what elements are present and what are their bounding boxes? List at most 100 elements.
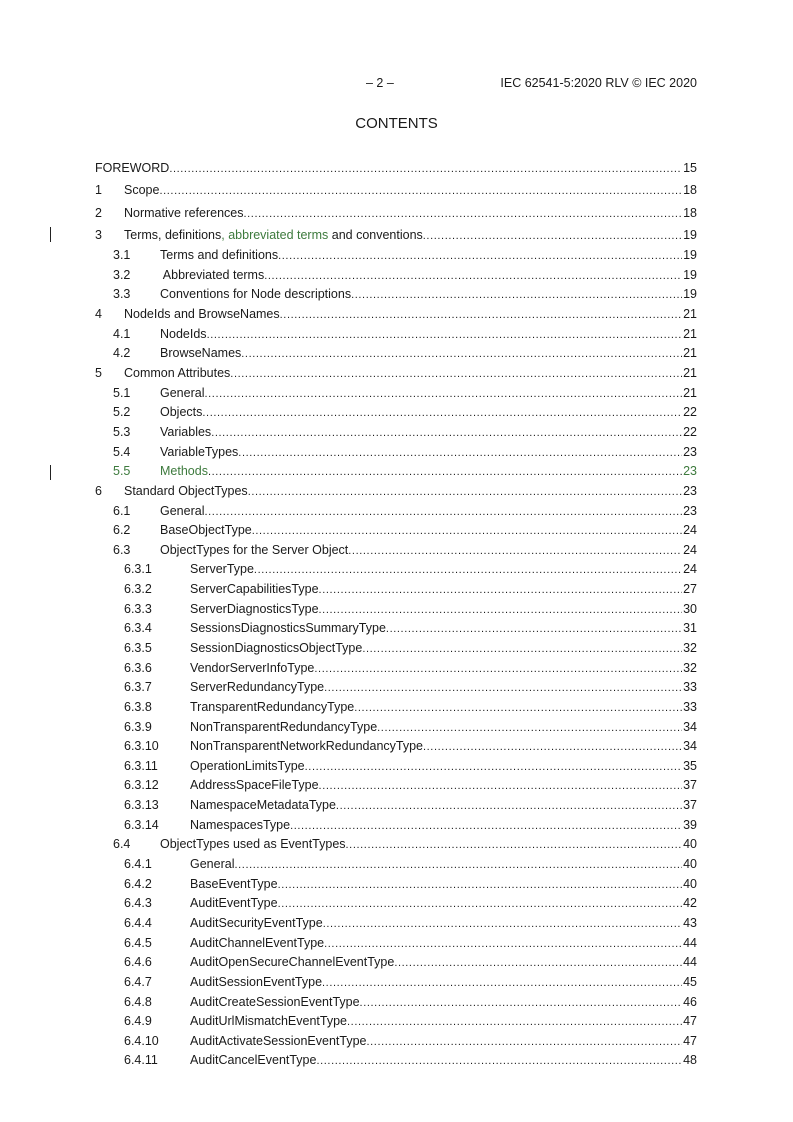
toc-entry-number: 6.3	[113, 542, 131, 557]
toc-entry-title: General	[160, 384, 204, 404]
toc-entry[interactable]: 3.1 Terms and definitions 19	[95, 246, 697, 266]
toc-entry[interactable]: 6.3.12 AddressSpaceFileType 37	[95, 776, 697, 796]
toc-entry-page: 34	[683, 719, 697, 734]
toc-entry[interactable]: 5.2 Objects 22	[95, 403, 697, 423]
toc-entry[interactable]: 6.4.2 BaseEventType 40	[95, 875, 697, 895]
toc-entry-page: 44	[683, 955, 697, 970]
toc-entry[interactable]: 6.4.4 AuditSecurityEventType 43	[95, 914, 697, 934]
toc-entry-title: ServerDiagnosticsType	[190, 600, 319, 620]
toc-entry[interactable]: 6.4 ObjectTypes used as EventTypes 40	[95, 835, 697, 855]
toc-entry[interactable]: 3.2 Abbreviated terms 19	[95, 266, 697, 286]
toc-entry[interactable]: 6.4.9 AuditUrlMismatchEventType 47	[95, 1012, 697, 1032]
toc-entry[interactable]: 3 Terms, definitions, abbreviated terms a…	[50, 224, 697, 246]
dot-leader	[324, 678, 682, 698]
title-text: BaseEventType	[190, 876, 278, 891]
toc-entry[interactable]: 6.3.3 ServerDiagnosticsType 30	[95, 600, 697, 620]
toc-entry-title: AuditOpenSecureChannelEventType	[190, 953, 394, 973]
toc-entry-number: 6.3.3	[124, 601, 152, 616]
toc-entry[interactable]: 6.3.14 NamespacesType 39	[95, 816, 697, 836]
dot-leader	[204, 384, 682, 404]
toc-entry[interactable]: 6.3.2 ServerCapabilitiesType 27	[95, 580, 697, 600]
title-text: AuditOpenSecureChannelEventType	[190, 955, 395, 970]
toc-entry-number: 6.3.6	[124, 660, 152, 675]
title-text: BaseObjectType	[160, 523, 252, 538]
toc-entry[interactable]: 5.5 Methods 23	[50, 462, 697, 482]
title-text: Terms and definitions	[160, 248, 279, 263]
toc-entry-page: 42	[683, 896, 697, 911]
toc-entry[interactable]: 6.3 ObjectTypes for the Server Object 24	[95, 541, 697, 561]
toc-entry-title: ObjectTypes for the Server Object	[160, 541, 348, 561]
dot-leader	[386, 619, 682, 639]
dot-leader	[264, 266, 682, 286]
toc-entry[interactable]: 6.3.1 ServerType 24	[95, 560, 697, 580]
toc-entry[interactable]: 4.1 NodeIds 21	[95, 325, 697, 345]
toc-entry-title: Terms and definitions	[160, 246, 278, 266]
toc-entry-page: 23	[683, 444, 697, 459]
toc-entry[interactable]: 6.3.8 TransparentRedundancyType 33	[95, 698, 697, 718]
toc-entry-number: 5.4	[113, 444, 131, 459]
title-text: AuditCreateSessionEventType	[190, 994, 360, 1009]
title-text: ObjectTypes used as EventTypes	[160, 837, 346, 852]
toc-entry-title: AuditChannelEventType	[190, 934, 324, 954]
toc-entry[interactable]: 6.4.1 General 40	[95, 855, 697, 875]
toc-entry[interactable]: 5.4 VariableTypes 23	[95, 443, 697, 463]
toc-entry[interactable]: 6.4.11 AuditCancelEventType 48	[95, 1051, 697, 1071]
toc-entry[interactable]: 6.4.5 AuditChannelEventType 44	[95, 934, 697, 954]
toc-entry[interactable]: 5.1 General 21	[95, 384, 697, 404]
toc-entry[interactable]: 6.4.6 AuditOpenSecureChannelEventType 44	[95, 953, 697, 973]
toc-entry-number: 6.4.5	[124, 935, 152, 950]
toc-entry-title: NonTransparentRedundancyType	[190, 718, 377, 738]
toc-entry[interactable]: 5.3 Variables 22	[95, 423, 697, 443]
toc-entry[interactable]: 6.3.11 OperationLimitsType 35	[95, 757, 697, 777]
toc-entry[interactable]: 6.4.10 AuditActivateSessionEventType 47	[95, 1032, 697, 1052]
dot-leader	[278, 875, 683, 895]
toc-entry[interactable]: 3.3 Conventions for Node descriptions 19	[95, 285, 697, 305]
toc-entry-number: 6.3.8	[124, 699, 152, 714]
toc-entry[interactable]: 6.3.5 SessionDiagnosticsObjectType 32	[95, 639, 697, 659]
toc-entry[interactable]: FOREWORD 15	[95, 157, 697, 179]
toc-entry-title: SessionDiagnosticsObjectType	[190, 639, 362, 659]
title-text: ServerRedundancyType	[190, 680, 325, 695]
toc-entry-number: 5.3	[113, 424, 131, 439]
title-text: Abbreviated terms	[160, 267, 265, 282]
toc-entry-page: 34	[683, 739, 697, 754]
toc-entry[interactable]: 6.3.4 SessionsDiagnosticsSummaryType 31	[95, 619, 697, 639]
toc-entry[interactable]: 6.4.8 AuditCreateSessionEventType 46	[95, 993, 697, 1013]
toc-entry-title: AuditSessionEventType	[190, 973, 322, 993]
toc-entry[interactable]: 6.3.9 NonTransparentRedundancyType 34	[95, 718, 697, 738]
toc-entry[interactable]: 2 Normative references 18	[95, 202, 697, 224]
toc-entry[interactable]: 4.2 BrowseNames 21	[95, 344, 697, 364]
toc-entry-page: 30	[683, 601, 697, 616]
toc-entry[interactable]: 6.3.13 NamespaceMetadataType 37	[95, 796, 697, 816]
toc-entry[interactable]: 6.4.7 AuditSessionEventType 45	[95, 973, 697, 993]
toc-entry-title: Normative references	[124, 202, 244, 224]
dot-leader	[278, 246, 682, 266]
toc-entry-page: 47	[683, 1033, 697, 1048]
toc-entry-title: AddressSpaceFileType	[190, 776, 319, 796]
toc-entry-page: 19	[683, 248, 697, 263]
toc-entry-title: Standard ObjectTypes	[124, 482, 248, 502]
toc-entry-number: 6.3.1	[124, 562, 152, 577]
toc-entry[interactable]: 6.2 BaseObjectType 24	[95, 521, 697, 541]
toc-entry-page: 40	[683, 837, 697, 852]
toc-entry-title: Scope	[124, 179, 159, 201]
toc-entry-page: 21	[683, 307, 697, 322]
toc-entry[interactable]: 6.4.3 AuditEventType 42	[95, 894, 697, 914]
toc-entry-number: 6	[95, 483, 102, 498]
toc-entry-number: 4	[95, 307, 102, 322]
title-text: ServerDiagnosticsType	[190, 601, 319, 616]
toc-entry[interactable]: 6.1 General 23	[95, 502, 697, 522]
toc-entry-title: Objects	[160, 403, 202, 423]
toc-entry-page: 21	[683, 366, 697, 381]
toc-entry[interactable]: 4 NodeIds and BrowseNames 21	[95, 305, 697, 325]
title-text: SessionDiagnosticsObjectType	[190, 641, 363, 655]
toc-entry[interactable]: 6.3.7 ServerRedundancyType 33	[95, 678, 697, 698]
toc-entry[interactable]: 6.3.6 VendorServerInfoType 32	[95, 659, 697, 679]
toc-entry-number: 6.4.2	[124, 876, 152, 891]
toc-entry[interactable]: 6.3.10 NonTransparentNetworkRedundancyTyp…	[95, 737, 697, 757]
toc-entry-title: AuditUrlMismatchEventType	[190, 1012, 347, 1032]
toc-entry-number: 6.4	[113, 837, 131, 852]
toc-entry[interactable]: 6 Standard ObjectTypes 23	[95, 482, 697, 502]
toc-entry[interactable]: 1 Scope 18	[95, 179, 697, 201]
toc-entry[interactable]: 5 Common Attributes 21	[95, 364, 697, 384]
